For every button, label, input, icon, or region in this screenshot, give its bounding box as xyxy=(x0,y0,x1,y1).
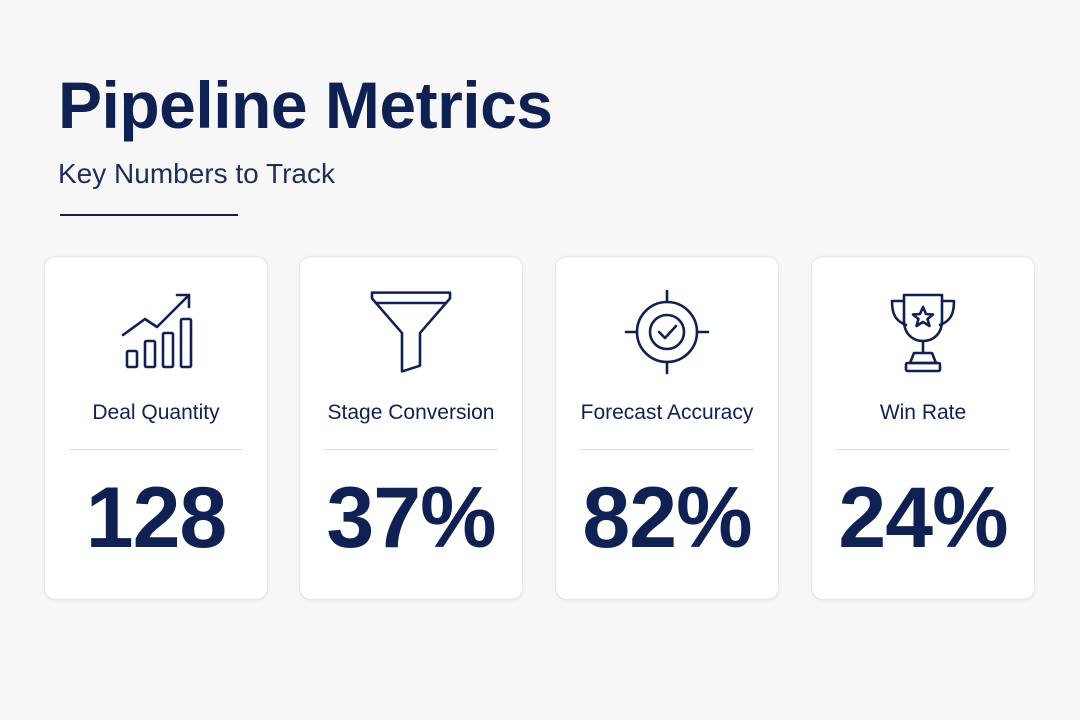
metric-card-forecast-accuracy: Forecast Accuracy 82% xyxy=(555,256,779,600)
metric-label: Win Rate xyxy=(879,401,967,424)
metric-card-win-rate: Win Rate 24% xyxy=(811,256,1035,600)
metric-value: 82% xyxy=(582,470,752,566)
metric-value: 24% xyxy=(838,470,1008,566)
metric-label: Forecast Accuracy xyxy=(580,401,754,424)
trophy-icon xyxy=(878,287,968,377)
metric-card-stage-conversion: Stage Conversion 37% xyxy=(299,256,523,600)
metric-card-deal-quantity: Deal Quantity 128 xyxy=(44,256,268,600)
growth-chart-icon xyxy=(111,287,201,377)
card-divider xyxy=(580,449,754,450)
metric-value: 37% xyxy=(326,470,496,566)
page-title: Pipeline Metrics xyxy=(58,68,553,142)
metric-cards: Deal Quantity 128 Stage Conversion 37% xyxy=(44,256,1035,600)
card-divider xyxy=(836,449,1010,450)
metric-label: Deal Quantity xyxy=(92,401,220,424)
title-underline xyxy=(60,214,238,216)
metric-value: 128 xyxy=(85,470,228,566)
page-subtitle: Key Numbers to Track xyxy=(58,158,335,189)
target-check-icon xyxy=(622,287,712,377)
card-divider xyxy=(69,449,243,450)
metric-label: Stage Conversion xyxy=(327,401,495,424)
card-divider xyxy=(324,449,498,450)
funnel-icon xyxy=(366,287,456,377)
header: Pipeline Metrics Key Numbers to Track xyxy=(58,72,553,188)
